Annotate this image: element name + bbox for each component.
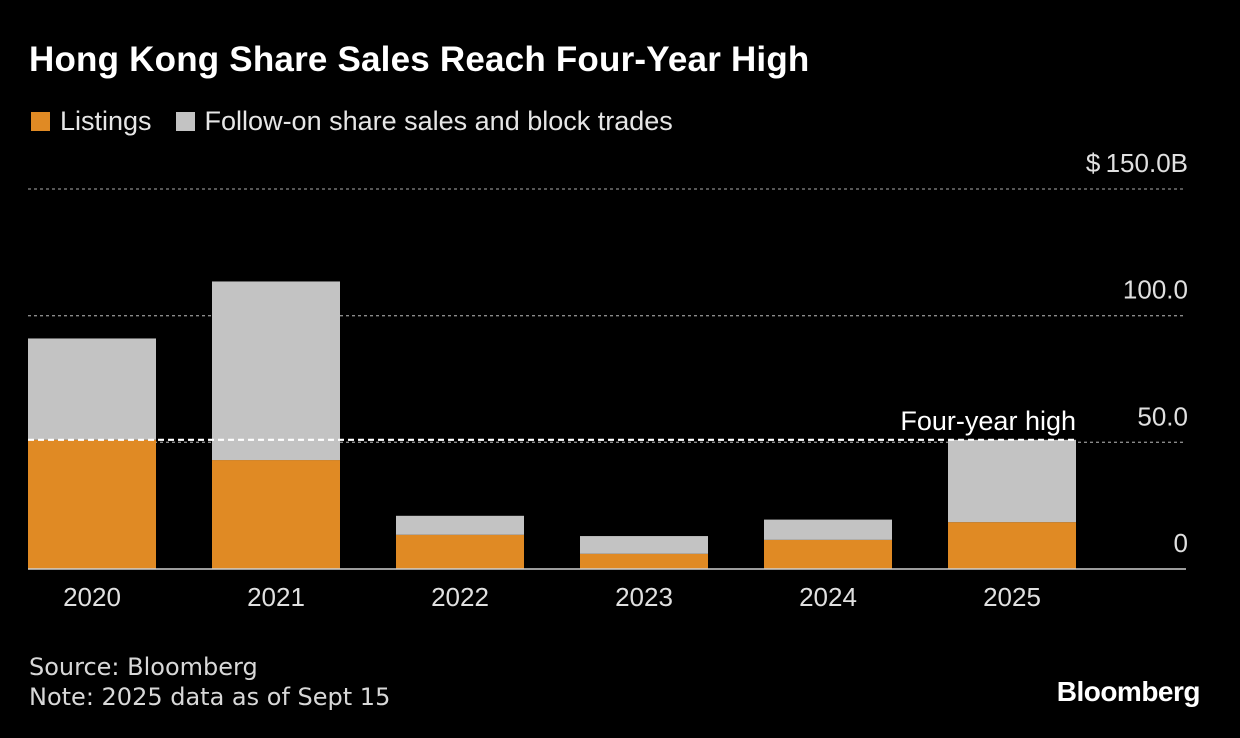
y-tick-label: 0: [1174, 528, 1188, 558]
bar-2024-listings: [764, 539, 892, 569]
legend-swatch-listings: [31, 112, 50, 131]
legend-item-follow-on: Follow-on share sales and block trades: [175, 106, 673, 137]
bar-2021-follow-on: [212, 281, 340, 461]
bar-2021-listings: [212, 460, 340, 569]
legend: Listings Follow-on share sales and block…: [31, 106, 697, 137]
source-text: Source: Bloomberg: [29, 653, 258, 681]
bar-2022-follow-on: [396, 515, 524, 535]
chart-title: Hong Kong Share Sales Reach Four-Year Hi…: [29, 40, 810, 79]
note-text: Note: 2025 data as of Sept 15: [29, 683, 391, 711]
x-tick-label: 2020: [63, 582, 121, 612]
bar-2022-listings: [396, 534, 524, 569]
four-year-high-label: Four-year high: [900, 406, 1076, 436]
x-tick-label: 2021: [247, 582, 305, 612]
x-tick-label: 2025: [983, 582, 1041, 612]
bar-2025-follow-on: [948, 439, 1076, 523]
y-tick-label: 50.0: [1137, 401, 1188, 431]
legend-label-follow-on: Follow-on share sales and block trades: [204, 106, 673, 136]
bar-2020-follow-on: [28, 338, 156, 440]
x-tick-label: 2024: [799, 582, 857, 612]
bar-2023-follow-on: [580, 536, 708, 554]
bloomberg-logo: Bloomberg: [1056, 676, 1201, 707]
bar-2020-listings: [28, 439, 156, 569]
footer: Source: Bloomberg Note: 2025 data as of …: [29, 652, 390, 712]
bar-2025-listings: [948, 522, 1076, 569]
x-tick-label: 2022: [431, 582, 489, 612]
bar-2023-listings: [580, 553, 708, 569]
y-tick-label: 100.0: [1123, 275, 1188, 305]
legend-label-listings: Listings: [60, 106, 152, 136]
x-tick-label: 2023: [615, 582, 673, 612]
legend-swatch-follow-on: [175, 112, 195, 131]
y-tick-label: $ 150.0B: [1086, 148, 1188, 178]
legend-item-listings: Listings: [31, 106, 152, 137]
bar-2024-follow-on: [764, 519, 892, 540]
